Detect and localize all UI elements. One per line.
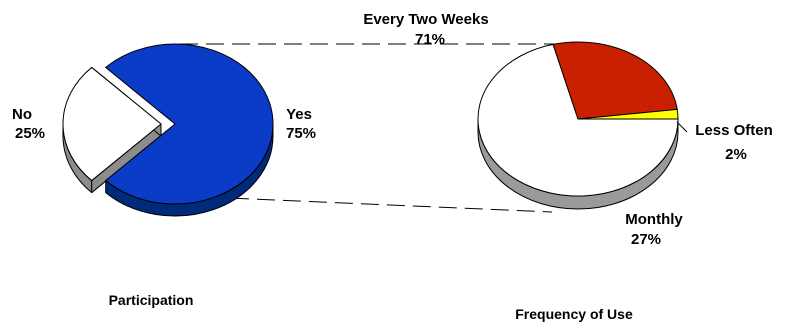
slice-monthly [552, 41, 678, 120]
slice-value-monthly: 27% [631, 231, 661, 248]
slice-label-every-two-weeks: Every Two Weeks [363, 11, 488, 28]
slice-label-monthly: Monthly [625, 211, 683, 228]
slice-label-yes: Yes [286, 106, 312, 123]
slice-value-no: 25% [15, 125, 45, 142]
slice-label-no: No [12, 106, 32, 123]
slice-yes [105, 43, 274, 205]
frequency-pie [477, 41, 679, 210]
slice-value-yes: 75% [286, 125, 316, 142]
slice-label-less-often: Less Often [695, 122, 773, 139]
slice-value-every-two-weeks: 71% [415, 31, 445, 48]
slice-value-less-often: 2% [725, 146, 747, 163]
less-often-callout [676, 121, 688, 133]
participation-pie [62, 43, 274, 217]
slice-no [62, 66, 162, 182]
slice-every-two-weeks [477, 43, 679, 197]
connector-line-bottom [204, 196, 553, 213]
connector-lines [180, 43, 575, 213]
slice-less-often [577, 108, 679, 120]
caption-participation: Participation [109, 292, 194, 308]
caption-frequency-of-use: Frequency of Use [515, 306, 633, 322]
